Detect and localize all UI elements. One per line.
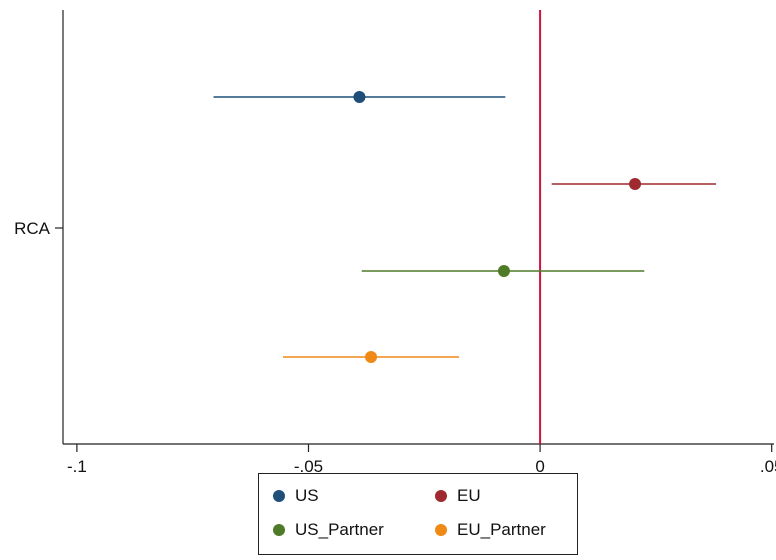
- legend-item-us-partner: US_Partner: [273, 520, 384, 540]
- legend-label-us: US: [295, 486, 319, 505]
- category-label: RCA: [14, 219, 51, 238]
- legend-label-eu: EU: [457, 486, 481, 505]
- legend-item-us: US: [273, 486, 319, 506]
- point-estimate-eu-partner: [365, 351, 378, 363]
- legend-marker-us: [273, 490, 285, 502]
- x-tick-label: 0: [535, 457, 544, 476]
- legend-marker-eu: [435, 490, 447, 502]
- x-tick-label: -.05: [294, 457, 323, 476]
- legend-item-eu-partner: EU_Partner: [435, 520, 546, 540]
- legend-label-us-partner: US_Partner: [295, 520, 384, 539]
- x-axis-ticks: -.1 -.05 0 .05: [67, 444, 776, 476]
- point-estimate-us: [353, 91, 366, 103]
- legend-label-eu-partner: EU_Partner: [457, 520, 546, 539]
- legend: US EU US_Partner EU_Partner: [258, 473, 578, 555]
- legend-marker-eu-partner: [435, 524, 447, 536]
- series-layer: [213, 91, 717, 363]
- x-tick-label: -.1: [67, 457, 87, 476]
- legend-item-eu: EU: [435, 486, 481, 506]
- x-tick-label: .05: [760, 457, 776, 476]
- point-estimate-us-partner: [497, 265, 510, 277]
- legend-marker-us-partner: [273, 524, 285, 536]
- point-estimate-eu: [629, 178, 642, 190]
